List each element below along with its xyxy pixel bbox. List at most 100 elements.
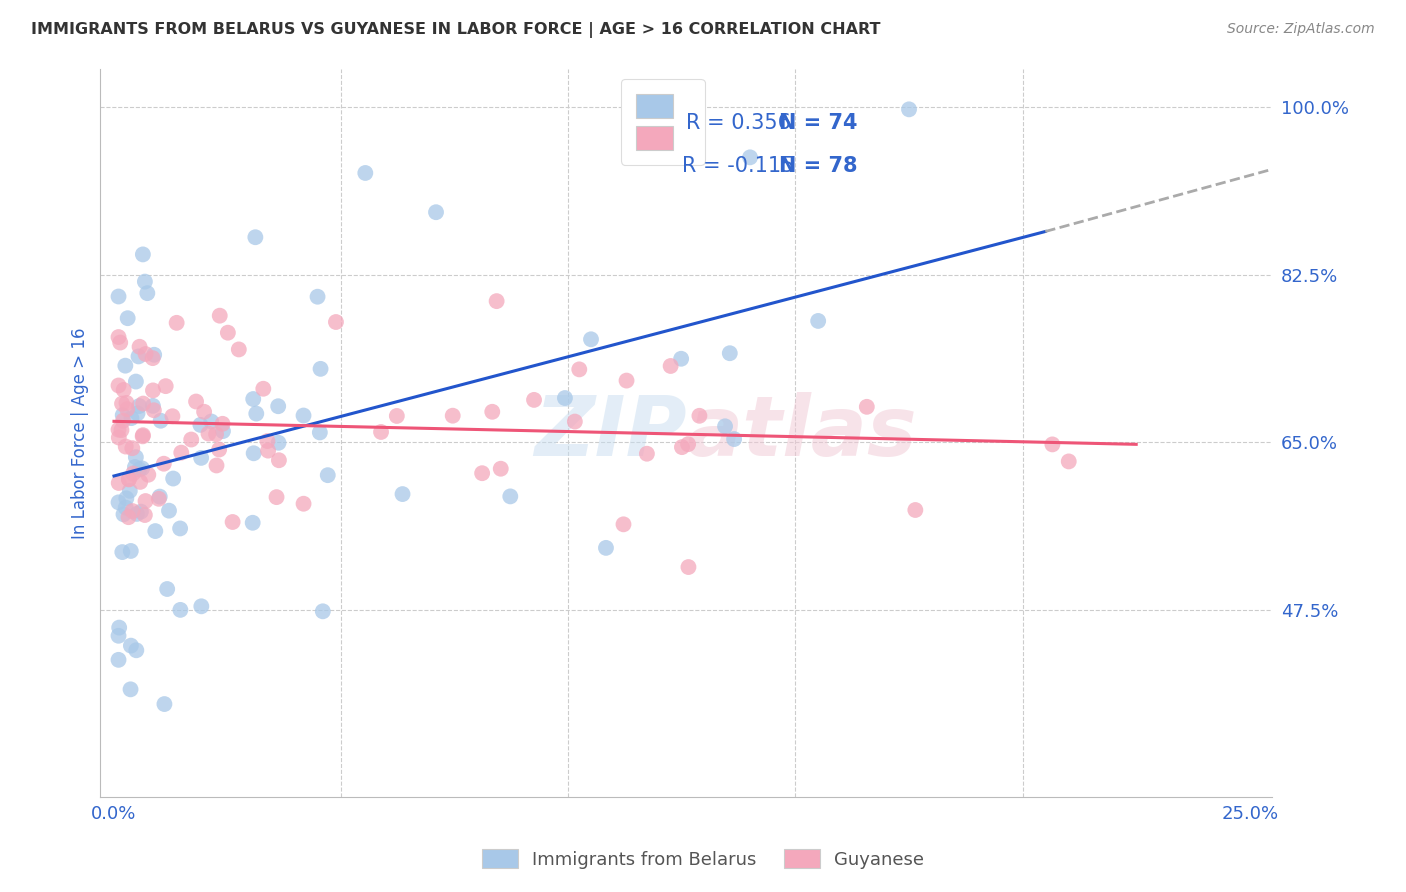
Point xyxy=(156,582,179,596)
Point xyxy=(149,490,172,504)
Point xyxy=(132,428,155,442)
Point xyxy=(169,603,191,617)
Point xyxy=(157,504,180,518)
Point xyxy=(267,399,290,413)
Point xyxy=(252,382,274,396)
Point xyxy=(385,409,408,423)
Point xyxy=(221,515,243,529)
Point xyxy=(127,406,149,420)
Point xyxy=(155,379,177,393)
Point xyxy=(120,639,142,653)
Point xyxy=(312,604,335,618)
Point xyxy=(425,205,447,219)
Point xyxy=(117,311,139,326)
Point xyxy=(128,340,150,354)
Text: atlas: atlas xyxy=(686,392,917,474)
Point xyxy=(111,545,134,559)
Point xyxy=(136,286,159,301)
Point xyxy=(114,500,136,515)
Point xyxy=(307,290,329,304)
Point xyxy=(111,408,134,422)
Text: R = 0.356: R = 0.356 xyxy=(686,113,790,133)
Point xyxy=(170,445,193,459)
Point xyxy=(267,453,290,467)
Point xyxy=(107,495,129,509)
Point xyxy=(153,697,176,711)
Point xyxy=(1057,454,1080,468)
Point xyxy=(245,230,267,244)
Point xyxy=(190,417,212,432)
Point xyxy=(489,461,512,475)
Point xyxy=(205,427,228,442)
Point xyxy=(200,415,222,429)
Point xyxy=(669,351,692,366)
Text: N = 74: N = 74 xyxy=(779,113,858,133)
Point xyxy=(118,483,141,498)
Legend: Immigrants from Belarus, Guyanese: Immigrants from Belarus, Guyanese xyxy=(474,841,932,876)
Point xyxy=(738,150,761,164)
Point xyxy=(616,374,638,388)
Point xyxy=(441,409,464,423)
Point xyxy=(125,507,148,521)
Point xyxy=(564,415,586,429)
Point xyxy=(242,516,264,530)
Point xyxy=(184,394,207,409)
Point xyxy=(112,383,135,397)
Point xyxy=(112,414,135,428)
Point xyxy=(107,330,129,344)
Point xyxy=(107,423,129,437)
Point xyxy=(118,472,141,486)
Point xyxy=(125,375,148,389)
Point xyxy=(499,489,522,503)
Point xyxy=(108,431,131,445)
Point xyxy=(153,457,176,471)
Text: ZIP: ZIP xyxy=(534,392,686,474)
Point xyxy=(193,405,215,419)
Point xyxy=(308,425,330,440)
Point xyxy=(108,621,131,635)
Point xyxy=(125,450,148,465)
Point xyxy=(107,653,129,667)
Point xyxy=(718,346,741,360)
Point xyxy=(723,432,745,446)
Point xyxy=(115,491,138,506)
Point xyxy=(134,275,156,289)
Point xyxy=(129,505,152,519)
Point xyxy=(115,396,138,410)
Point xyxy=(354,166,377,180)
Point xyxy=(131,461,153,475)
Point xyxy=(208,442,231,457)
Point xyxy=(266,490,288,504)
Point xyxy=(242,446,264,460)
Point xyxy=(671,440,693,454)
Point xyxy=(370,425,392,439)
Point xyxy=(636,447,658,461)
Point xyxy=(904,503,927,517)
Point xyxy=(112,508,135,522)
Point xyxy=(135,347,157,361)
Point xyxy=(118,472,141,486)
Text: N = 78: N = 78 xyxy=(779,156,858,176)
Point xyxy=(128,350,150,364)
Point xyxy=(325,315,347,329)
Point xyxy=(120,544,142,558)
Point xyxy=(245,407,267,421)
Point xyxy=(107,378,129,392)
Point xyxy=(568,362,591,376)
Point xyxy=(579,332,602,346)
Point xyxy=(142,403,165,417)
Point xyxy=(485,294,508,309)
Text: Source: ZipAtlas.com: Source: ZipAtlas.com xyxy=(1227,22,1375,37)
Point xyxy=(678,560,700,574)
Point xyxy=(554,391,576,405)
Point xyxy=(136,467,159,482)
Point xyxy=(242,392,264,406)
Point xyxy=(228,343,250,357)
Point xyxy=(128,399,150,413)
Point xyxy=(676,437,699,451)
Point xyxy=(659,359,682,373)
Point xyxy=(107,289,129,303)
Point xyxy=(898,103,921,117)
Point xyxy=(132,396,155,410)
Point xyxy=(120,682,142,697)
